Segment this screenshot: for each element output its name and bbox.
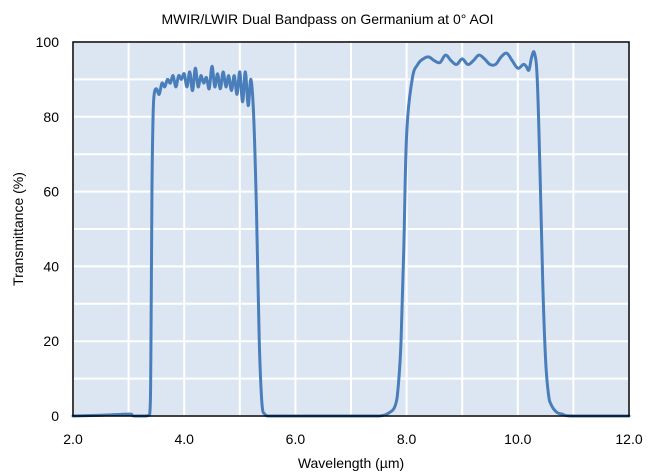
chart-title: MWIR/LWIR Dual Bandpass on Germanium at … — [161, 11, 493, 27]
y-tick-label: 40 — [43, 258, 59, 274]
x-tick-label: 8.0 — [397, 431, 417, 447]
y-tick-label: 100 — [36, 34, 60, 50]
y-tick-label: 60 — [43, 184, 59, 200]
x-axis-title: Wavelength (µm) — [298, 455, 404, 471]
tick-labels: 2.0 4.0 6.0 8.0 10.0 12.0 0 20 40 60 80 100 — [36, 34, 643, 447]
x-tick-label: 12.0 — [615, 431, 642, 447]
y-tick-label: 0 — [51, 408, 59, 424]
series-line-transmittance — [71, 50, 631, 418]
x-tick-label: 2.0 — [63, 431, 83, 447]
x-tick-label: 6.0 — [286, 431, 306, 447]
x-tick-label: 10.0 — [504, 431, 531, 447]
plot-frame — [72, 41, 630, 417]
y-tick-label: 20 — [43, 333, 59, 349]
y-tick-label: 80 — [43, 109, 59, 125]
x-tick-label: 4.0 — [174, 431, 194, 447]
y-axis-title: Transmittance (%) — [10, 172, 26, 286]
